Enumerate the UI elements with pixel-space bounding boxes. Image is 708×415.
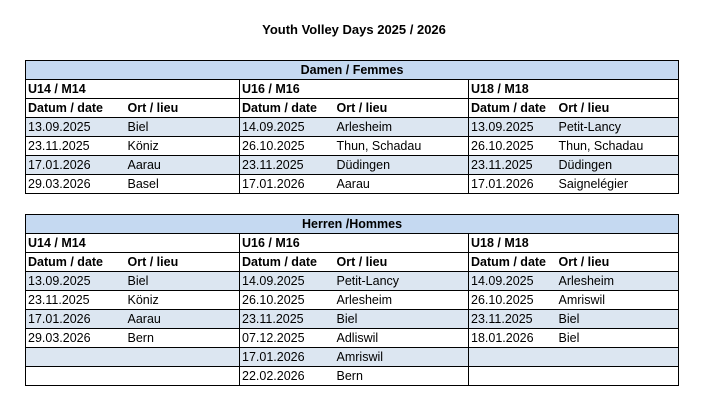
table-row: 17.01.2026 Amriswil <box>25 347 679 367</box>
group-label: U18 / M18 <box>467 233 679 253</box>
date-cell: 29.03.2026 <box>25 174 126 194</box>
place-cell: Basel <box>125 174 240 194</box>
date-cell: 26.10.2025 <box>239 136 335 156</box>
group-label: U16 / M16 <box>239 79 469 99</box>
date-cell: 17.01.2026 <box>239 174 335 194</box>
section-heading: Herren /Hommes <box>25 214 679 234</box>
place-cell: Amriswil <box>556 290 679 310</box>
place-cell: Aarau <box>125 309 240 329</box>
place-cell <box>556 366 679 386</box>
column-header-date: Datum / date <box>239 252 335 272</box>
column-header-place: Ort / lieu <box>556 252 679 272</box>
place-cell: Thun, Schadau <box>334 136 469 156</box>
place-cell <box>125 347 240 367</box>
place-cell: Biel <box>125 271 240 291</box>
date-cell: 23.11.2025 <box>239 309 335 329</box>
place-cell: Petit-Lancy <box>556 117 679 137</box>
place-cell <box>556 347 679 367</box>
group-label: U18 / M18 <box>467 79 679 99</box>
date-cell: 23.11.2025 <box>468 155 557 175</box>
section-heading: Damen / Femmes <box>25 60 679 80</box>
date-cell: 13.09.2025 <box>25 117 126 137</box>
place-cell: Arlesheim <box>334 117 469 137</box>
place-cell: Biel <box>556 309 679 329</box>
date-cell: 18.01.2026 <box>468 328 557 348</box>
column-header-place: Ort / lieu <box>556 98 679 118</box>
date-cell: 14.09.2025 <box>239 117 335 137</box>
place-cell: Adliswil <box>334 328 469 348</box>
table-row: 13.09.2025 Biel 14.09.2025 Petit-Lancy 1… <box>25 271 679 291</box>
date-cell <box>468 347 557 367</box>
place-cell: Köniz <box>125 136 240 156</box>
place-cell: Düdingen <box>556 155 679 175</box>
date-cell: 23.11.2025 <box>25 136 126 156</box>
place-cell: Aarau <box>125 155 240 175</box>
date-cell: 26.10.2025 <box>468 290 557 310</box>
column-header-place: Ort / lieu <box>125 252 240 272</box>
group-label: U14 / M14 <box>25 233 240 253</box>
herren-table: Herren /Hommes U14 / M14 U16 / M16 U18 /… <box>25 214 680 386</box>
date-cell: 23.11.2025 <box>25 290 126 310</box>
date-cell <box>25 366 126 386</box>
date-cell <box>468 366 557 386</box>
column-header-date: Datum / date <box>25 98 126 118</box>
place-cell: Saignelégier <box>556 174 679 194</box>
date-cell <box>25 347 126 367</box>
table-row: 29.03.2026 Basel 17.01.2026 Aarau 17.01.… <box>25 174 679 194</box>
date-cell: 29.03.2026 <box>25 328 126 348</box>
place-cell: Petit-Lancy <box>334 271 469 291</box>
column-header-date: Datum / date <box>25 252 126 272</box>
place-cell: Aarau <box>334 174 469 194</box>
date-cell: 14.09.2025 <box>239 271 335 291</box>
place-cell: Thun, Schadau <box>556 136 679 156</box>
group-label: U14 / M14 <box>25 79 240 99</box>
date-cell: 17.01.2026 <box>468 174 557 194</box>
damen-table: Damen / Femmes U14 / M14 U16 / M16 U18 /… <box>25 60 680 194</box>
place-cell: Biel <box>125 117 240 137</box>
place-cell: Bern <box>334 366 469 386</box>
place-cell: Arlesheim <box>334 290 469 310</box>
table-row: 29.03.2026 Bern 07.12.2025 Adliswil 18.0… <box>25 328 679 348</box>
place-cell: Köniz <box>125 290 240 310</box>
table-row: 17.01.2026 Aarau 23.11.2025 Düdingen 23.… <box>25 155 679 175</box>
column-header-place: Ort / lieu <box>334 98 469 118</box>
date-cell: 23.11.2025 <box>239 155 335 175</box>
date-cell: 14.09.2025 <box>468 271 557 291</box>
date-cell: 13.09.2025 <box>25 271 126 291</box>
column-header-place: Ort / lieu <box>125 98 240 118</box>
column-header-place: Ort / lieu <box>334 252 469 272</box>
place-cell: Biel <box>556 328 679 348</box>
date-cell: 17.01.2026 <box>25 309 126 329</box>
place-cell: Amriswil <box>334 347 469 367</box>
date-cell: 26.10.2025 <box>239 290 335 310</box>
date-cell: 17.01.2026 <box>25 155 126 175</box>
group-label: U16 / M16 <box>239 233 469 253</box>
table-row: 17.01.2026 Aarau 23.11.2025 Biel 23.11.2… <box>25 309 679 329</box>
page-title: Youth Volley Days 2025 / 2026 <box>262 22 446 37</box>
date-cell: 07.12.2025 <box>239 328 335 348</box>
date-cell: 13.09.2025 <box>468 117 557 137</box>
date-cell: 17.01.2026 <box>239 347 335 367</box>
place-cell <box>125 366 240 386</box>
column-header-date: Datum / date <box>239 98 335 118</box>
table-row: 22.02.2026 Bern <box>25 366 679 386</box>
place-cell: Arlesheim <box>556 271 679 291</box>
column-header-date: Datum / date <box>468 252 557 272</box>
place-cell: Düdingen <box>334 155 469 175</box>
table-row: 13.09.2025 Biel 14.09.2025 Arlesheim 13.… <box>25 117 679 137</box>
table-row: 23.11.2025 Köniz 26.10.2025 Arlesheim 26… <box>25 290 679 310</box>
place-cell: Biel <box>334 309 469 329</box>
place-cell: Bern <box>125 328 240 348</box>
table-row: 23.11.2025 Köniz 26.10.2025 Thun, Schada… <box>25 136 679 156</box>
column-header-date: Datum / date <box>468 98 557 118</box>
date-cell: 22.02.2026 <box>239 366 335 386</box>
date-cell: 26.10.2025 <box>468 136 557 156</box>
date-cell: 23.11.2025 <box>468 309 557 329</box>
